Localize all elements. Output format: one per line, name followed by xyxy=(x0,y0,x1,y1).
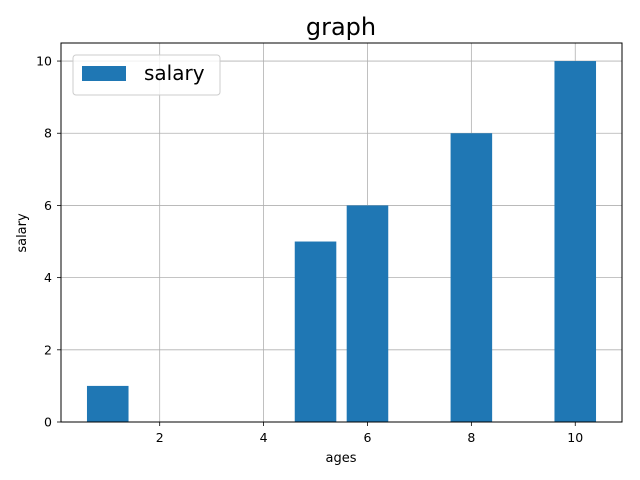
x-axis-title: ages xyxy=(326,451,357,466)
legend-label-salary: salary xyxy=(144,61,205,85)
y-axis-title: salary xyxy=(15,213,30,253)
grid xyxy=(61,43,622,423)
y-axis-ticks: 0 2 4 6 8 10 xyxy=(36,54,61,430)
x-tick-label: 2 xyxy=(156,430,164,445)
bar xyxy=(346,205,389,422)
bar xyxy=(294,241,337,422)
y-tick-label: 6 xyxy=(44,198,52,213)
bar xyxy=(86,385,129,422)
x-tick-label: 6 xyxy=(363,430,371,445)
x-axis-ticks: 2 4 6 8 10 xyxy=(156,422,583,445)
bar xyxy=(450,133,493,422)
legend-box xyxy=(72,54,221,96)
y-tick-label: 8 xyxy=(44,126,52,141)
x-tick-label: 8 xyxy=(467,430,475,445)
x-tick-label: 4 xyxy=(260,430,268,445)
y-tick-label: 2 xyxy=(44,342,52,357)
x-tick-label: 10 xyxy=(567,430,583,445)
plot-frame xyxy=(60,42,623,423)
bar xyxy=(554,61,597,423)
y-tick-label: 10 xyxy=(36,54,52,69)
legend-swatch-salary xyxy=(82,66,126,81)
chart-title: graph xyxy=(306,13,376,41)
y-tick-label: 4 xyxy=(44,270,52,285)
legend: salary xyxy=(72,54,221,96)
bars xyxy=(86,61,597,423)
y-tick-label: 0 xyxy=(44,415,52,430)
